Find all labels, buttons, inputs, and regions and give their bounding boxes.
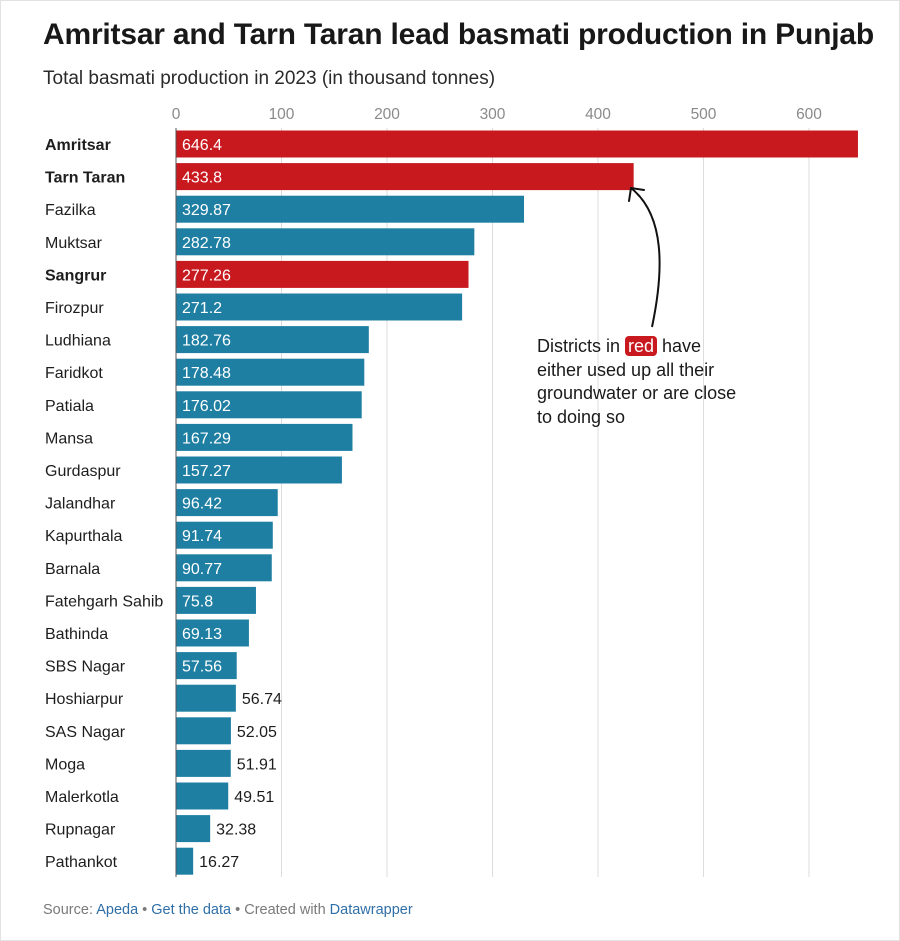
category-label-sangrur: Sangrur	[45, 267, 106, 284]
chart-subtitle: Total basmati production in 2023 (in tho…	[43, 68, 496, 89]
created-with-text: • Created with	[231, 902, 330, 918]
bar-moga	[176, 749, 231, 777]
x-tick-label-200: 200	[374, 106, 400, 123]
category-label-barnala: Barnala	[45, 561, 100, 578]
x-tick-label-100: 100	[269, 106, 295, 123]
value-label-gurdaspur: 157.27	[182, 463, 231, 480]
value-label-tarn-taran: 433.8	[182, 170, 222, 187]
category-label-hoshiarpur: Hoshiarpur	[45, 691, 124, 708]
bar-sangrur	[176, 260, 469, 288]
category-label-fatehgarh-sahib: Fatehgarh Sahib	[45, 593, 163, 610]
value-label-rupnagar: 32.38	[216, 822, 256, 839]
category-label-moga: Moga	[45, 756, 85, 773]
category-label-amritsar: Amritsar	[45, 137, 111, 154]
category-label-sbs-nagar: SBS Nagar	[45, 659, 126, 676]
x-tick-label-300: 300	[480, 106, 506, 123]
value-label-fatehgarh-sahib: 75.8	[182, 593, 213, 610]
category-label-malerkotla: Malerkotla	[45, 789, 119, 806]
bar-fatehgarh-sahib	[176, 586, 256, 614]
bar-kapurthala	[176, 521, 273, 549]
bar-amritsar	[176, 130, 858, 158]
bar-firozpur	[176, 293, 463, 321]
bar-mansa	[176, 423, 353, 451]
get-data-link[interactable]: Get the data	[151, 902, 232, 918]
source-link-apeda[interactable]: Apeda	[96, 902, 139, 918]
bar-bathinda	[176, 619, 249, 647]
category-label-muktsar: Muktsar	[45, 235, 103, 252]
bar-fazilka	[176, 195, 525, 223]
value-label-bathinda: 69.13	[182, 626, 222, 643]
x-tick-label-400: 400	[585, 106, 611, 123]
source-prefix: Source:	[43, 902, 97, 918]
category-label-pathankot: Pathankot	[45, 854, 118, 871]
bar-sas-nagar	[176, 717, 231, 745]
value-label-sangrur: 277.26	[182, 267, 231, 284]
source-footer: Source: Apeda • Get the data • Created w…	[43, 902, 413, 918]
category-label-bathinda: Bathinda	[45, 626, 108, 643]
bar-hoshiarpur	[176, 684, 236, 712]
bar-ludhiana	[176, 326, 369, 354]
bar-tarn-taran	[176, 163, 634, 191]
value-label-firozpur: 271.2	[182, 300, 222, 317]
annotation-highlight-red: red	[625, 336, 658, 356]
category-label-mansa: Mansa	[45, 430, 93, 447]
category-label-gurdaspur: Gurdaspur	[45, 463, 121, 480]
x-tick-label-600: 600	[796, 106, 822, 123]
bar-patiala	[176, 391, 362, 419]
bar-malerkotla	[176, 782, 229, 810]
value-label-moga: 51.91	[237, 756, 277, 773]
value-label-kapurthala: 91.74	[182, 528, 222, 545]
category-label-jalandhar: Jalandhar	[45, 496, 116, 513]
value-label-mansa: 167.29	[182, 430, 231, 447]
bar-faridkot	[176, 358, 365, 386]
bar-jalandhar	[176, 489, 278, 517]
value-label-fazilka: 329.87	[182, 202, 231, 219]
bar-rupnagar	[176, 815, 211, 843]
chart-title: Amritsar and Tarn Taran lead basmati pro…	[43, 18, 874, 51]
bar-pathankot	[176, 847, 194, 875]
value-label-malerkotla: 49.51	[234, 789, 274, 806]
x-tick-label-500: 500	[691, 106, 717, 123]
value-label-faridkot: 178.48	[182, 365, 231, 382]
annotation-arrow-line	[630, 187, 661, 328]
category-label-rupnagar: Rupnagar	[45, 822, 116, 839]
value-label-sbs-nagar: 57.56	[182, 659, 222, 676]
bar-sbs-nagar	[176, 652, 237, 680]
category-label-sas-nagar: SAS Nagar	[45, 724, 126, 741]
category-label-ludhiana: Ludhiana	[45, 333, 111, 350]
value-label-patiala: 176.02	[182, 398, 231, 415]
bar-gurdaspur	[176, 456, 342, 484]
category-label-kapurthala: Kapurthala	[45, 528, 122, 545]
annotation-text-before: Districts in	[537, 336, 626, 356]
category-label-firozpur: Firozpur	[45, 300, 104, 317]
value-label-hoshiarpur: 56.74	[242, 691, 282, 708]
value-label-muktsar: 282.78	[182, 235, 231, 252]
category-label-fazilka: Fazilka	[45, 202, 96, 219]
value-label-sas-nagar: 52.05	[237, 724, 277, 741]
source-separator: •	[138, 902, 152, 918]
value-label-amritsar: 646.4	[182, 137, 222, 154]
category-label-faridkot: Faridkot	[45, 365, 103, 382]
bar-barnala	[176, 554, 272, 582]
category-label-tarn-taran: Tarn Taran	[45, 170, 125, 187]
bar-muktsar	[176, 228, 475, 256]
annotation-arrow-head	[628, 187, 645, 202]
annotation-text-after: have either used up all their groundwate…	[537, 336, 737, 427]
annotation-note: Districts in red have either used up all…	[537, 335, 737, 429]
value-label-jalandhar: 96.42	[182, 496, 222, 513]
value-label-pathankot: 16.27	[199, 854, 239, 871]
datawrapper-link[interactable]: Datawrapper	[329, 902, 413, 918]
value-label-ludhiana: 182.76	[182, 333, 231, 350]
x-tick-label-0: 0	[172, 106, 181, 123]
category-label-patiala: Patiala	[45, 398, 94, 415]
value-label-barnala: 90.77	[182, 561, 222, 578]
